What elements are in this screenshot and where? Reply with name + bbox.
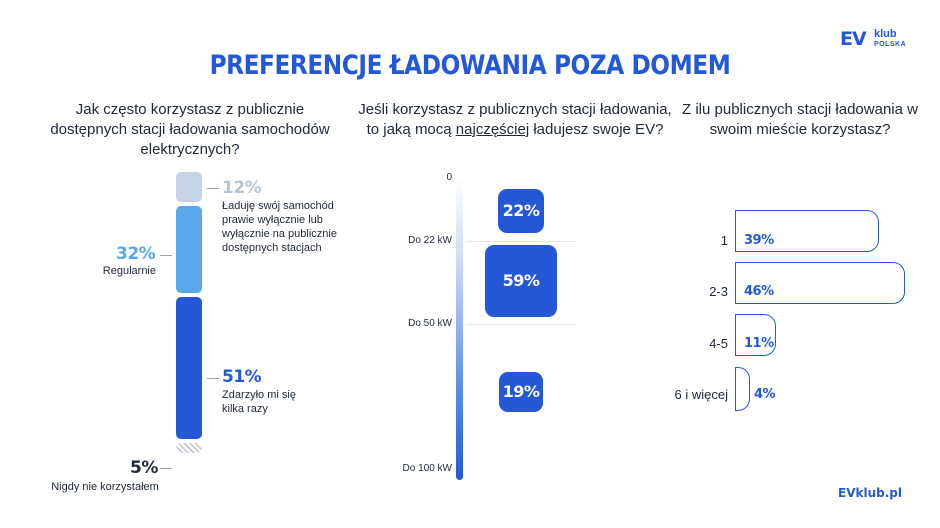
evklub-logo[interactable]: EV klub POLSKA (840, 28, 912, 54)
chart1-segment-few-times (176, 297, 202, 439)
chart2-question-emphasis: najczęściej (455, 121, 530, 138)
chart3-question: Z ilu publicznych stacji ładowania w swo… (682, 101, 918, 138)
logo-mark: EV (840, 28, 867, 50)
chart3-bar-1 (735, 210, 880, 252)
chart1-note-exclusive: Ładuję swój samochód prawie wyłącznie lu… (222, 200, 337, 254)
chart3-category: 6 i więcej (674, 387, 728, 402)
chart1-label-few-times: 51% (222, 367, 262, 387)
chart2-block-22kw: 22% (498, 189, 544, 233)
chart1-question: Jak często korzystasz z publicznie dostę… (50, 101, 330, 158)
chart2-tick: Do 22 kW (408, 235, 452, 246)
chart3-bar-4-5 (735, 314, 776, 356)
page-title: PREFERENCJE ŁADOWANIA POZA DOMEM (209, 50, 731, 81)
chart1-leader-line (160, 255, 172, 256)
chart1-segment-exclusive (176, 172, 202, 203)
chart3-category: 1 (720, 233, 728, 248)
chart1-segment-never (176, 442, 202, 453)
chart2-tick: 0 (446, 172, 452, 183)
chart1-note-regularly: Regularnie (102, 265, 156, 277)
chart1-label-regularly: 32% (116, 244, 156, 264)
chart2-tick: Do 100 kW (402, 463, 452, 474)
chart2-gridline (466, 241, 576, 242)
chart1-note-never: Nigdy nie korzystałem (51, 481, 159, 493)
chart2-question-part1: Jeśli korzystasz z publicznych stacji ła… (358, 101, 672, 138)
chart1-label-never: 5% (130, 458, 158, 478)
logo-country: POLSKA (874, 41, 907, 48)
chart1-label-exclusive: 12% (222, 178, 262, 198)
chart3-bar-2-3 (735, 262, 905, 304)
chart1-leader-line (207, 378, 219, 379)
chart1-segment-regularly (176, 206, 202, 294)
chart2-tick: Do 50 kW (408, 318, 452, 329)
chart2-block-50kw: 59% (485, 244, 557, 317)
chart3-value: 46% (744, 284, 774, 299)
chart1-note-few-times: Zdarzyło mi się kilka razy (222, 389, 296, 415)
chart2-block-100kw: 19% (499, 371, 543, 413)
chart3-value: 4% (754, 387, 776, 402)
chart1-leader-line (160, 468, 172, 469)
chart1-leader-line (207, 188, 219, 189)
footer-site-link[interactable]: EVklub.pl (838, 486, 902, 500)
chart2-question: Jeśli korzystasz z publicznych stacji ła… (355, 100, 675, 140)
chart3-category: 4-5 (709, 336, 728, 351)
chart2-gridline (466, 324, 576, 325)
chart2-axis (456, 178, 463, 480)
chart3-category: 2-3 (709, 284, 728, 299)
chart3-bar-6-plus (735, 367, 750, 411)
chart3-value: 39% (744, 233, 774, 248)
chart2-question-part3: ładujesz swoje EV? (529, 121, 664, 138)
logo-word: klub (874, 28, 897, 40)
chart3-value: 11% (744, 336, 774, 351)
